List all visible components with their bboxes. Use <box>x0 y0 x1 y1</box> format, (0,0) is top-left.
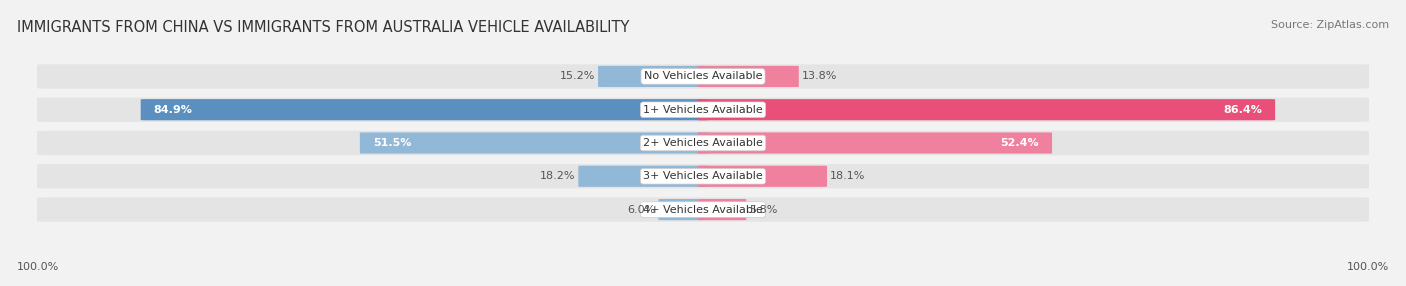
FancyBboxPatch shape <box>360 132 709 154</box>
Text: 1+ Vehicles Available: 1+ Vehicles Available <box>643 105 763 115</box>
Text: 51.5%: 51.5% <box>373 138 412 148</box>
Text: 100.0%: 100.0% <box>1347 262 1389 272</box>
Text: Source: ZipAtlas.com: Source: ZipAtlas.com <box>1271 20 1389 30</box>
FancyBboxPatch shape <box>37 64 1369 89</box>
FancyBboxPatch shape <box>578 166 709 187</box>
FancyBboxPatch shape <box>697 99 1275 120</box>
Text: No Vehicles Available: No Vehicles Available <box>644 72 762 82</box>
Text: 2+ Vehicles Available: 2+ Vehicles Available <box>643 138 763 148</box>
Text: 100.0%: 100.0% <box>17 262 59 272</box>
Text: 52.4%: 52.4% <box>1000 138 1039 148</box>
Text: 18.1%: 18.1% <box>830 171 865 181</box>
FancyBboxPatch shape <box>37 197 1369 222</box>
Text: IMMIGRANTS FROM CHINA VS IMMIGRANTS FROM AUSTRALIA VEHICLE AVAILABILITY: IMMIGRANTS FROM CHINA VS IMMIGRANTS FROM… <box>17 20 630 35</box>
FancyBboxPatch shape <box>658 199 709 220</box>
FancyBboxPatch shape <box>37 131 1369 155</box>
Text: 18.2%: 18.2% <box>540 171 575 181</box>
FancyBboxPatch shape <box>697 66 799 87</box>
FancyBboxPatch shape <box>141 99 709 120</box>
Text: 5.8%: 5.8% <box>749 204 778 214</box>
FancyBboxPatch shape <box>697 132 1052 154</box>
FancyBboxPatch shape <box>598 66 709 87</box>
FancyBboxPatch shape <box>37 164 1369 188</box>
FancyBboxPatch shape <box>697 199 747 220</box>
Text: 4+ Vehicles Available: 4+ Vehicles Available <box>643 204 763 214</box>
Text: 84.9%: 84.9% <box>153 105 193 115</box>
FancyBboxPatch shape <box>37 98 1369 122</box>
Text: 15.2%: 15.2% <box>560 72 595 82</box>
Text: 86.4%: 86.4% <box>1223 105 1263 115</box>
Text: 6.0%: 6.0% <box>627 204 655 214</box>
FancyBboxPatch shape <box>697 166 827 187</box>
Text: 13.8%: 13.8% <box>801 72 837 82</box>
Text: 3+ Vehicles Available: 3+ Vehicles Available <box>643 171 763 181</box>
